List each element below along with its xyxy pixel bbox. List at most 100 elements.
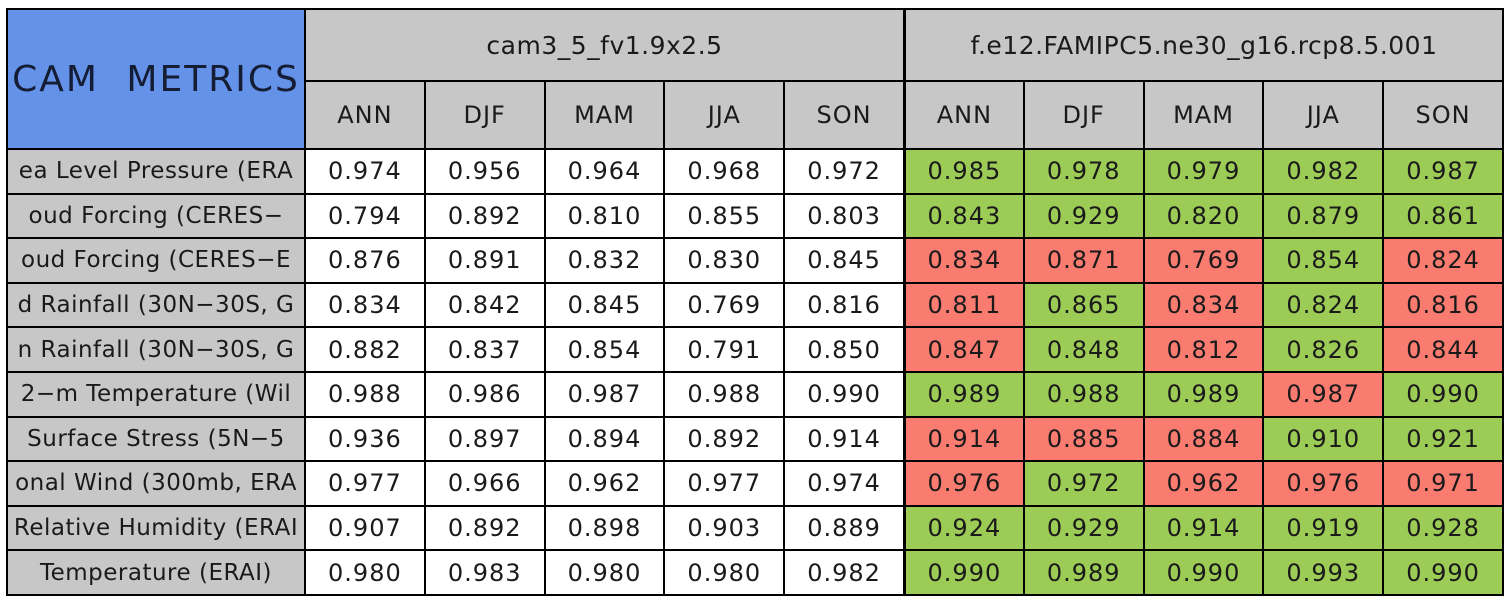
season-header: ANN xyxy=(306,82,424,148)
metric-cell: 0.871 xyxy=(1024,239,1143,282)
metric-cell: 0.832 xyxy=(545,239,664,282)
metric-cell: 0.824 xyxy=(1264,283,1383,327)
metric-cell: 0.892 xyxy=(665,417,784,461)
metric-cell: 0.898 xyxy=(545,506,664,550)
metric-cell: 0.891 xyxy=(425,239,544,282)
metric-cell: 0.910 xyxy=(1264,417,1383,461)
metric-cell: 0.834 xyxy=(905,239,1023,282)
metric-cell: 0.892 xyxy=(425,194,544,238)
metric-cell: 0.987 xyxy=(545,372,664,416)
metric-cell: 0.844 xyxy=(1384,328,1502,371)
metric-cell: 0.803 xyxy=(785,194,903,238)
season-header: DJF xyxy=(425,82,544,148)
metric-cell: 0.976 xyxy=(905,462,1023,505)
metric-cell: 0.876 xyxy=(306,239,424,282)
season-header: MAM xyxy=(545,82,664,148)
metric-cell: 0.812 xyxy=(1144,328,1263,371)
row-label: d Rainfall (30N−30S, G xyxy=(8,283,304,327)
metric-cell: 0.845 xyxy=(785,239,903,282)
metric-cell: 0.837 xyxy=(425,328,544,371)
metric-cell: 0.903 xyxy=(665,506,784,550)
metric-cell: 0.990 xyxy=(785,372,903,416)
metric-cell: 0.990 xyxy=(1144,551,1263,594)
metric-cell: 0.989 xyxy=(1024,551,1143,594)
metric-cell: 0.885 xyxy=(1024,417,1143,461)
metric-cell: 0.968 xyxy=(665,150,784,193)
metric-cell: 0.894 xyxy=(545,417,664,461)
row-label: onal Wind (300mb, ERA xyxy=(8,462,304,505)
metric-cell: 0.854 xyxy=(1264,239,1383,282)
metric-cell: 0.987 xyxy=(1264,372,1383,416)
metric-cell: 0.936 xyxy=(306,417,424,461)
metric-cell: 0.979 xyxy=(1144,150,1263,193)
metric-cell: 0.962 xyxy=(545,462,664,505)
metric-cell: 0.907 xyxy=(306,506,424,550)
row-label: oud Forcing (CERES−E xyxy=(8,239,304,282)
metric-cell: 0.989 xyxy=(1144,372,1263,416)
metric-cell: 0.842 xyxy=(425,283,544,327)
metric-cell: 0.914 xyxy=(905,417,1023,461)
row-label: Surface Stress (5N−5 xyxy=(8,417,304,461)
metric-cell: 0.988 xyxy=(665,372,784,416)
metric-cell: 0.980 xyxy=(545,551,664,594)
metric-cell: 0.974 xyxy=(306,150,424,193)
metric-cell: 0.865 xyxy=(1024,283,1143,327)
row-label: Temperature (ERAI) xyxy=(8,551,304,594)
metric-cell: 0.861 xyxy=(1384,194,1502,238)
metric-cell: 0.966 xyxy=(425,462,544,505)
metric-cell: 0.769 xyxy=(665,283,784,327)
cam-metrics-table: CAM METRICS cam3_5_fv1.9x2.5 f.e12.FAMIP… xyxy=(6,8,1504,596)
metric-cell: 0.929 xyxy=(1024,506,1143,550)
metric-cell: 0.843 xyxy=(905,194,1023,238)
season-header: SON xyxy=(785,82,903,148)
metric-cell: 0.855 xyxy=(665,194,784,238)
metric-cell: 0.848 xyxy=(1024,328,1143,371)
metric-cell: 0.769 xyxy=(1144,239,1263,282)
metric-cell: 0.962 xyxy=(1144,462,1263,505)
season-header: JJA xyxy=(1264,82,1383,148)
metric-cell: 0.988 xyxy=(306,372,424,416)
metric-cell: 0.977 xyxy=(306,462,424,505)
metric-cell: 0.924 xyxy=(905,506,1023,550)
metric-cell: 0.956 xyxy=(425,150,544,193)
metric-cell: 0.834 xyxy=(1144,283,1263,327)
metric-cell: 0.990 xyxy=(1384,372,1502,416)
metric-cell: 0.892 xyxy=(425,506,544,550)
metric-cell: 0.980 xyxy=(306,551,424,594)
metric-cell: 0.897 xyxy=(425,417,544,461)
season-header: MAM xyxy=(1144,82,1263,148)
metric-cell: 0.990 xyxy=(905,551,1023,594)
metric-cell: 0.854 xyxy=(545,328,664,371)
metric-cell: 0.971 xyxy=(1384,462,1502,505)
metric-cell: 0.980 xyxy=(665,551,784,594)
metric-cell: 0.993 xyxy=(1264,551,1383,594)
metric-cell: 0.974 xyxy=(785,462,903,505)
metric-cell: 0.811 xyxy=(905,283,1023,327)
metric-cell: 0.983 xyxy=(425,551,544,594)
metric-cell: 0.794 xyxy=(306,194,424,238)
metric-cell: 0.850 xyxy=(785,328,903,371)
season-header: SON xyxy=(1384,82,1502,148)
metric-cell: 0.919 xyxy=(1264,506,1383,550)
metric-cell: 0.921 xyxy=(1384,417,1502,461)
metric-cell: 0.824 xyxy=(1384,239,1502,282)
metric-cell: 0.977 xyxy=(665,462,784,505)
metric-cell: 0.985 xyxy=(905,150,1023,193)
metric-cell: 0.978 xyxy=(1024,150,1143,193)
metric-cell: 0.882 xyxy=(306,328,424,371)
metric-cell: 0.987 xyxy=(1384,150,1502,193)
metric-cell: 0.816 xyxy=(785,283,903,327)
metric-cell: 0.845 xyxy=(545,283,664,327)
metric-cell: 0.982 xyxy=(785,551,903,594)
table-title: CAM METRICS xyxy=(8,10,304,148)
metric-cell: 0.830 xyxy=(665,239,784,282)
season-header: JJA xyxy=(665,82,784,148)
row-label: oud Forcing (CERES− xyxy=(8,194,304,238)
model-header-cam3-5: cam3_5_fv1.9x2.5 xyxy=(306,10,903,80)
model-header-f-e12: f.e12.FAMIPC5.ne30_g16.rcp8.5.001 xyxy=(905,10,1502,80)
season-header: DJF xyxy=(1024,82,1143,148)
metric-cell: 0.884 xyxy=(1144,417,1263,461)
metric-cell: 0.847 xyxy=(905,328,1023,371)
metric-cell: 0.820 xyxy=(1144,194,1263,238)
row-label: n Rainfall (30N−30S, G xyxy=(8,328,304,371)
